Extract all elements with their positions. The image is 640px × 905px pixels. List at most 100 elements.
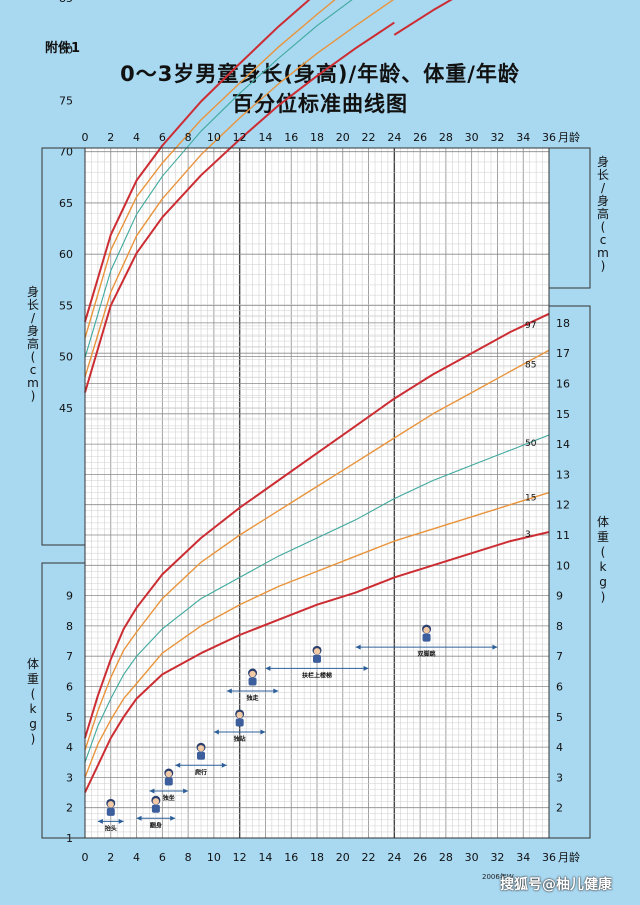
percentile-curves: 978550153978550153: [84, 0, 550, 793]
weight-curve-p50: [84, 434, 550, 763]
weight-tick-right: 16: [556, 378, 570, 391]
milestone-standing: 独站: [213, 709, 266, 743]
height-axis-title-right: 长: [597, 168, 609, 182]
x-tick-label-top: 0: [82, 131, 89, 144]
weight-tick-right: 6: [556, 681, 563, 694]
weight-axis-title-left: g: [29, 717, 37, 731]
milestone-stairs: 扶栏上楼梯: [265, 645, 369, 679]
height-axis-title-right: 高: [597, 206, 609, 221]
weight-percentile-label-p85: 85: [525, 360, 536, 370]
height-curve-p97: [84, 0, 311, 323]
milestone-arrow-right: [363, 665, 369, 671]
child-body-icon: [164, 777, 173, 786]
x-tick-label-top: 26: [413, 131, 427, 144]
weight-tick-left: 4: [66, 741, 73, 754]
height-axis-title-right: 身: [597, 154, 609, 169]
weight-tick-left: 6: [66, 681, 73, 694]
x-tick-label-bottom: 24: [387, 851, 401, 864]
child-face-icon: [107, 801, 114, 808]
attachment-label: 附件1: [45, 41, 81, 56]
weight-percentile-label-p3: 3: [525, 530, 531, 540]
weight-percentile-label-p50: 50: [525, 439, 537, 449]
milestone-arrow-left: [97, 818, 103, 824]
x-tick-label-bottom: 8: [185, 851, 192, 864]
weight-tick-right: 17: [556, 347, 570, 360]
milestone-arrow-right: [118, 818, 124, 824]
weight-tick-right: 18: [556, 317, 570, 330]
height-axis-title-right: c: [600, 233, 607, 247]
x-tick-label-bottom: 0: [82, 851, 89, 864]
height-tick-left: 45: [59, 402, 73, 415]
child-face-icon: [152, 798, 160, 805]
milestone-arrow-right: [170, 815, 176, 821]
x-tick-label-top: 16: [284, 131, 298, 144]
height-axis-title-right: m: [597, 246, 609, 260]
weight-axis-title-left: 重: [27, 672, 39, 686]
x-tick-label-bottom: 4: [133, 851, 140, 864]
child-face-icon: [313, 648, 321, 655]
weight-axis-title-right: g: [599, 575, 607, 589]
chart-grid: [84, 148, 550, 839]
child-face-icon: [236, 711, 243, 719]
weight-axis-title-left: (: [31, 687, 36, 701]
child-body-icon: [151, 804, 160, 813]
child-face-icon: [423, 626, 430, 634]
height-axis-title-left: m: [27, 376, 39, 390]
weight-tick-right: 4: [556, 741, 563, 754]
milestone-label: 独站: [233, 735, 246, 743]
child-face-icon: [197, 745, 205, 752]
weight-curve-p85: [84, 349, 550, 751]
weight-tick-right: 8: [556, 620, 563, 633]
child-body-icon: [422, 633, 431, 642]
x-tick-label-top: 10: [207, 131, 221, 144]
weight-tick-right: 12: [556, 499, 570, 512]
weight-axis-title-right: 体: [597, 515, 609, 529]
height-axis-title-right: /: [601, 181, 606, 195]
weight-axis-title-left: ): [31, 732, 36, 746]
milestone-arrow-right: [183, 788, 189, 794]
height-curve-p3: [84, 0, 453, 393]
x-tick-label-bottom: 36: [542, 851, 556, 864]
child-face-icon: [249, 670, 256, 678]
x-tick-label-top: 12: [233, 131, 247, 144]
x-tick-label-top: 6: [159, 131, 166, 144]
watermark-text: 搜狐号@柚儿健康: [500, 877, 612, 893]
height-tick-left: 80: [59, 43, 73, 56]
x-tick-label-bottom: 2: [107, 851, 114, 864]
weight-tick-right: 11: [556, 529, 570, 542]
milestone-label: 翻身: [149, 821, 162, 829]
x-tick-label-bottom: 20: [336, 851, 350, 864]
chart-axes: 0022446688101012121414161618182020222224…: [27, 0, 609, 864]
x-tick-label-bottom: 12: [233, 851, 247, 864]
child-body-icon: [197, 751, 205, 760]
height-axis-bracket-right: [549, 147, 591, 289]
child-body-icon: [106, 807, 115, 816]
milestone-crawling: 爬行: [175, 742, 227, 776]
weight-tick-right: 9: [556, 590, 563, 603]
height-tick-left: 55: [59, 299, 73, 312]
weight-tick-left: 3: [66, 771, 73, 784]
milestone-prone: 抬头: [97, 798, 124, 832]
x-tick-label-top: 32: [490, 131, 504, 144]
milestone-label: 扶栏上楼梯: [302, 671, 332, 679]
child-body-icon: [248, 677, 257, 686]
weight-axis-bracket-right: [549, 305, 591, 839]
milestone-arrow-left: [175, 762, 181, 768]
weight-tick-left: 2: [66, 802, 73, 815]
weight-curve-p97: [84, 312, 550, 739]
height-axis-title-left: c: [30, 363, 37, 377]
weight-percentile-label-p97: 97: [525, 321, 536, 331]
x-tick-label-bottom: 6: [159, 851, 166, 864]
height-axis-title-left: 高: [27, 336, 39, 351]
weight-percentile-label-p15: 15: [525, 494, 536, 504]
x-tick-label-top: 8: [185, 131, 192, 144]
weight-axis-title-left: 体: [27, 657, 39, 671]
x-tick-label-top: 34: [516, 131, 530, 144]
weight-axis-title-right: k: [600, 560, 607, 574]
height-tick-left: 65: [59, 197, 73, 210]
weight-axis-title-right: ): [601, 590, 606, 604]
milestone-label: 独走: [246, 694, 259, 702]
weight-tick-left: 9: [66, 590, 73, 603]
milestones: 抬头 翻身 独坐 爬行 独站 独走 扶栏上楼梯 双脚跳: [97, 624, 498, 832]
